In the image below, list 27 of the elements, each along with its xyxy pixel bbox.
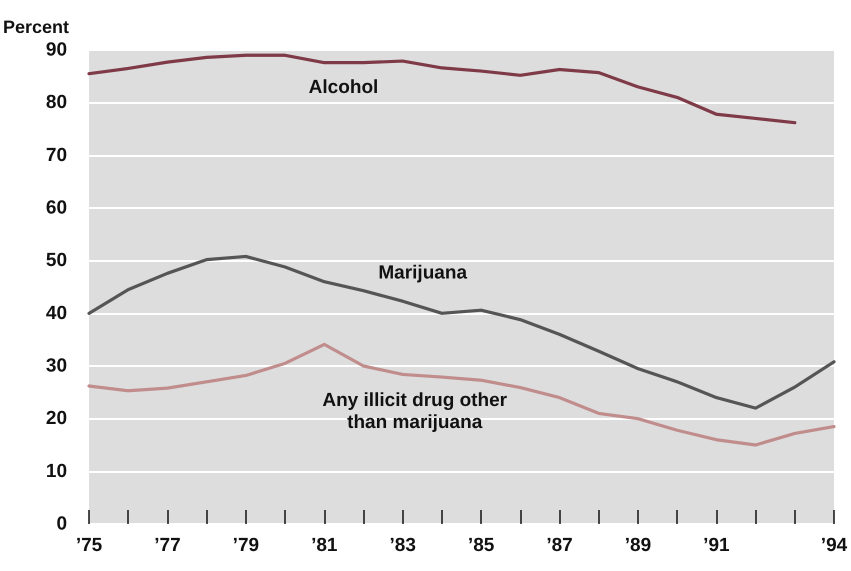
x-tick-label: ’81 [311, 535, 338, 556]
y-tick-label: 10 [46, 460, 68, 482]
y-tick-label: 50 [46, 250, 68, 272]
line-series [87, 342, 836, 447]
y-tick-label: 60 [46, 198, 68, 218]
y-tick-label: 80 [46, 92, 68, 114]
x-tick-label: ’85 [468, 535, 495, 556]
y-tick-label: 90 [46, 40, 68, 60]
x-tick-label: ’83 [389, 535, 416, 556]
x-tick-label: ’87 [546, 535, 573, 556]
x-tick-label: ’75 [76, 535, 103, 556]
series-label: Alcohol [308, 77, 378, 98]
x-tick-label: ’77 [154, 535, 181, 556]
line-series [87, 54, 796, 124]
x-tick-label: ’89 [624, 535, 652, 556]
y-tick-label: 0 [56, 514, 68, 534]
x-tick-label: ’79 [232, 535, 260, 556]
y-tick-label: 70 [46, 144, 68, 166]
line-series [87, 254, 836, 410]
y-tick-label: 20 [46, 408, 68, 430]
series-label: Any illicit drug other than marijuana [322, 390, 508, 433]
y-tick-label: 40 [46, 302, 68, 324]
x-tick-label: ’94 [820, 535, 848, 556]
series-label: Marijuana [378, 262, 468, 284]
y-axis-title: Percent [2, 17, 70, 37]
y-tick-label: 30 [46, 356, 68, 376]
x-tick-label: ’91 [703, 535, 730, 556]
